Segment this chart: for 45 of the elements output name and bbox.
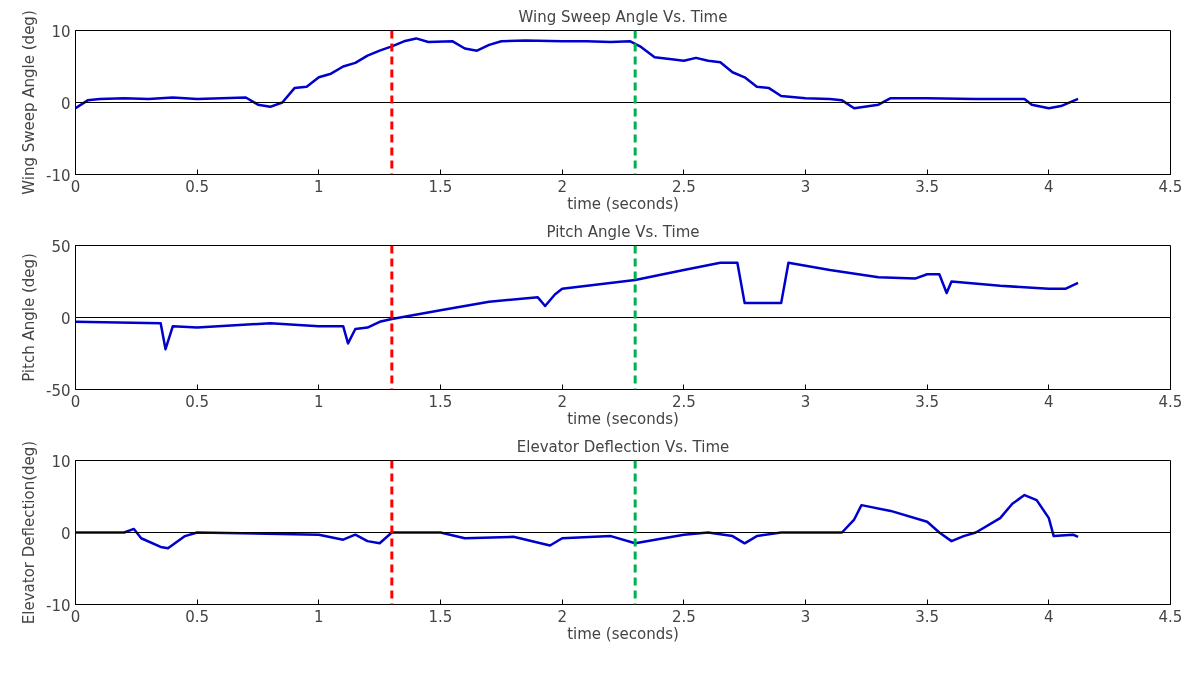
y-tick-label: -50	[46, 381, 71, 400]
x-tick-label: 2.5	[671, 392, 696, 411]
y-tick-label: 0	[60, 309, 71, 328]
chart-title: Pitch Angle Vs. Time	[546, 222, 700, 241]
x-tick-label: 4.5	[1158, 392, 1183, 411]
y-tick-label: 10	[51, 22, 71, 41]
x-axis-title: time (seconds)	[567, 194, 679, 213]
y-axis-title: Pitch Angle (deg)	[20, 253, 38, 382]
x-tick-label: 2	[557, 392, 567, 411]
x-tick-label: 0.5	[185, 392, 210, 411]
chart-title: Elevator Deflection Vs. Time	[516, 437, 730, 456]
y-tick-label: 0	[60, 94, 71, 113]
x-tick-label: 4.5	[1158, 177, 1183, 196]
y-tick-label: 50	[51, 237, 71, 256]
x-tick-label: 3.5	[915, 607, 940, 626]
x-axis-title: time (seconds)	[567, 409, 679, 428]
x-tick-label: 2	[557, 607, 567, 626]
y-axis-title: Wing Sweep Angle (deg)	[20, 10, 38, 195]
x-tick-label: 3.5	[915, 392, 940, 411]
y-tick-label: -10	[46, 166, 71, 185]
x-tick-label: 1	[314, 607, 324, 626]
y-axis-title: Elevator Deflection(deg)	[20, 440, 38, 625]
x-tick-label: 1	[314, 177, 324, 196]
x-tick-label: 3	[800, 607, 811, 626]
x-tick-label: 3.5	[915, 177, 940, 196]
y-tick-label: 10	[51, 452, 71, 471]
y-tick-label: -10	[46, 596, 71, 615]
x-tick-label: 2.5	[671, 177, 696, 196]
x-tick-label: 4.5	[1158, 607, 1183, 626]
x-tick-label: 0.5	[185, 607, 210, 626]
y-tick-label: 0	[60, 524, 71, 543]
x-tick-label: 3	[800, 392, 811, 411]
x-tick-label: 2.5	[671, 607, 696, 626]
x-tick-label: 1.5	[428, 607, 453, 626]
x-tick-label: 4	[1044, 607, 1054, 626]
x-tick-label: 4	[1044, 177, 1054, 196]
x-tick-label: 0.5	[185, 177, 210, 196]
x-tick-label: 1	[314, 392, 324, 411]
x-tick-label: 1.5	[428, 392, 453, 411]
x-tick-label: 4	[1044, 392, 1054, 411]
x-tick-label: 2	[557, 177, 567, 196]
x-axis-title: time (seconds)	[567, 624, 679, 643]
x-tick-label: 1.5	[428, 177, 453, 196]
chart-title: Wing Sweep Angle Vs. Time	[518, 7, 728, 26]
x-tick-label: 3	[800, 177, 811, 196]
